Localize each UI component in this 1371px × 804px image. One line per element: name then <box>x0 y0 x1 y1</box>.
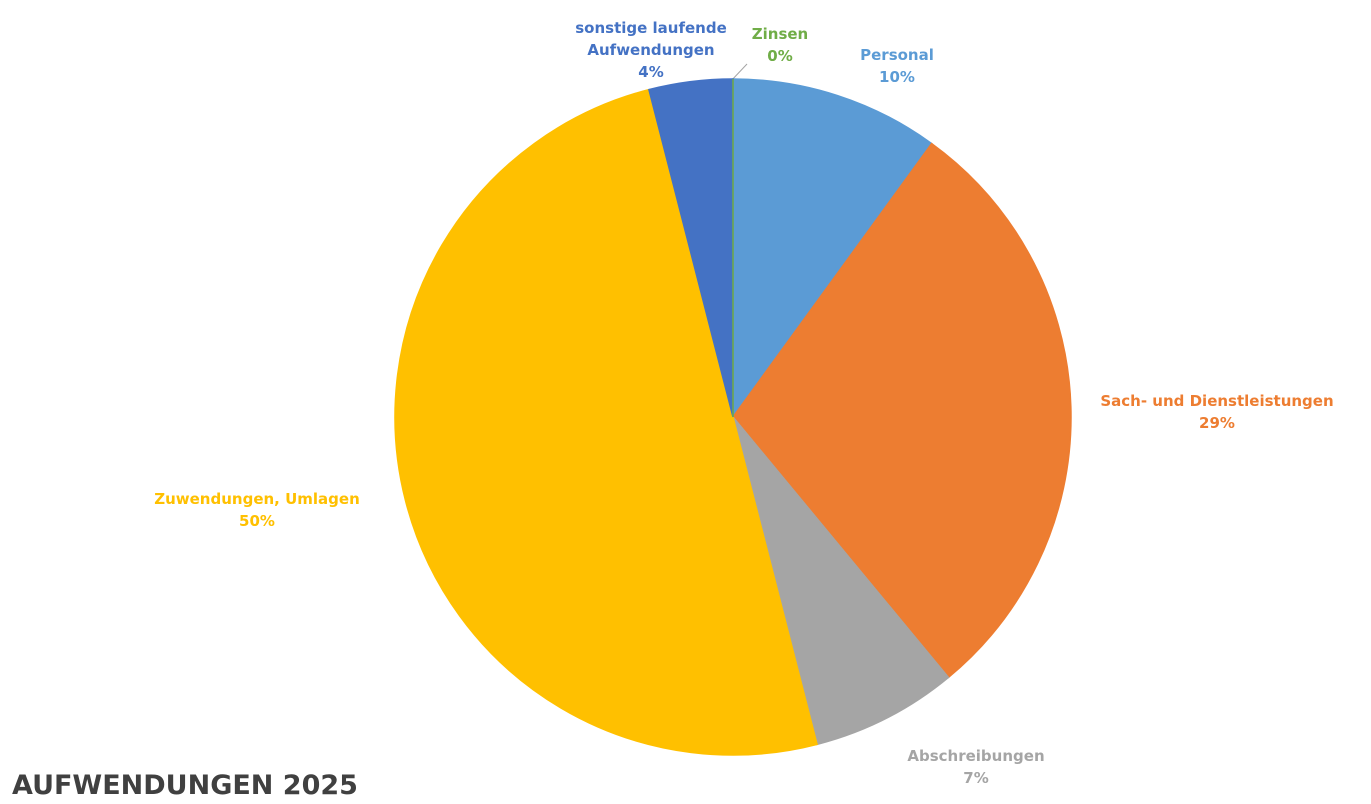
label-value: 0% <box>767 47 793 65</box>
pie-slice <box>394 88 818 756</box>
label-name: Zuwendungen, Umlagen <box>154 490 360 508</box>
label-value: 50% <box>239 512 275 530</box>
label-name: Sach- und Dienstleistungen <box>1100 392 1334 410</box>
label-value: 4% <box>638 63 664 81</box>
data-label: sonstige laufende Aufwendungen 4% <box>566 17 736 83</box>
label-name: Personal <box>860 46 934 64</box>
data-label: Zinsen 0% <box>740 23 820 67</box>
label-value: 10% <box>879 68 915 86</box>
pie-slice <box>732 142 1072 679</box>
pie-slice <box>732 416 950 746</box>
label-value: 29% <box>1199 414 1235 432</box>
data-label: Abschreibungen 7% <box>876 745 1076 789</box>
data-label: Zuwendungen, Umlagen 50% <box>127 488 387 532</box>
label-value: 7% <box>963 769 989 787</box>
data-label: Sach- und Dienstleistungen 29% <box>1077 390 1357 434</box>
label-name: Zinsen <box>751 25 809 43</box>
label-name: Abschreibungen <box>907 747 1045 765</box>
chart-title: AUFWENDUNGEN 2025 <box>12 770 358 801</box>
label-name: sonstige laufende Aufwendungen <box>575 19 727 59</box>
data-label: Personal 10% <box>837 44 957 88</box>
pie-slice <box>732 78 933 420</box>
